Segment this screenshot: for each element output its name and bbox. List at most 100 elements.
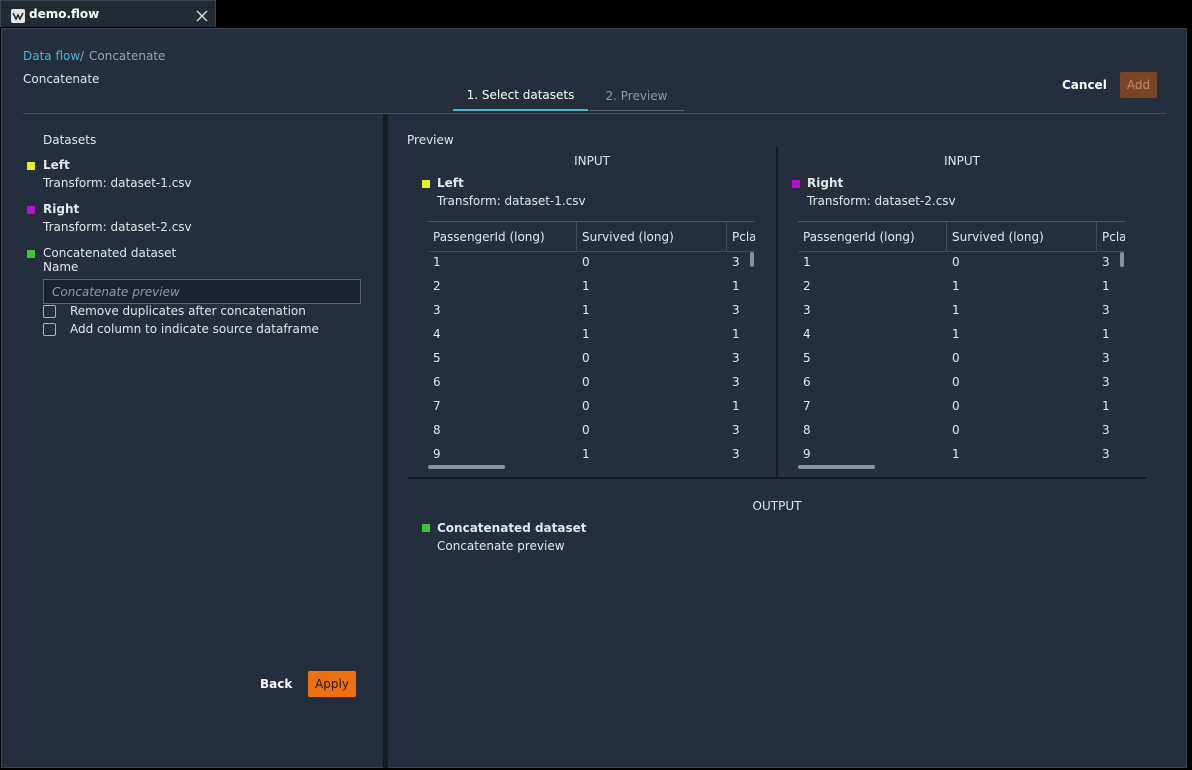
step-tab[interactable]: 1. Select datasets (453, 88, 588, 102)
column-header: Pcla (1102, 230, 1125, 244)
table-cell: 3 (433, 303, 441, 317)
table-cell: 9 (433, 447, 441, 461)
scrollbar[interactable] (1120, 252, 1124, 267)
cancel-button[interactable]: Cancel (1062, 78, 1107, 92)
table-cell: 6 (803, 375, 811, 389)
table-cell: 3 (1102, 303, 1110, 317)
table-cell: 9 (803, 447, 811, 461)
table-cell: 4 (433, 327, 441, 341)
table-cell: 2 (803, 279, 811, 293)
table-cell: 1 (1102, 327, 1110, 341)
page-title: Concatenate (23, 72, 99, 86)
dataset-name: Concatenated dataset (43, 246, 176, 260)
output-name: Concatenated dataset (437, 521, 587, 535)
input-label: INPUT (408, 154, 776, 168)
checkbox-label[interactable]: Remove duplicates after concatenation (70, 304, 306, 318)
table-cell: 3 (732, 423, 740, 437)
table-cell: 0 (952, 423, 960, 437)
column-header: Survived (long) (952, 230, 1044, 244)
table-cell: 5 (433, 351, 441, 365)
checkbox[interactable] (43, 305, 56, 318)
column-header: PassengerId (long) (433, 230, 545, 244)
panel-divider (383, 114, 388, 768)
output-label: OUTPUT (408, 499, 1146, 513)
table-cell: 0 (952, 351, 960, 365)
table-cell: 1 (952, 279, 960, 293)
column-separator (726, 222, 727, 251)
breadcrumb-link[interactable]: Data flow (23, 49, 80, 63)
table-cell: 1 (732, 279, 740, 293)
table-cell: 1 (1102, 399, 1110, 413)
table-cell: 3 (732, 351, 740, 365)
table-cell: 3 (1102, 447, 1110, 461)
divider (23, 113, 1166, 114)
field-label: Name (43, 260, 78, 274)
checkbox[interactable] (43, 323, 56, 336)
dataset-source: Transform: dataset-1.csv (43, 176, 192, 190)
step-underline (453, 109, 588, 111)
table-cell: 3 (732, 303, 740, 317)
section-heading: Preview (407, 133, 454, 147)
data-table: PassengerId (long)Survived (long)Pcla103… (428, 221, 755, 472)
table-cell: 1 (582, 327, 590, 341)
column-separator (1096, 222, 1097, 251)
breadcrumb-sep: / (80, 49, 84, 63)
table-cell: 0 (952, 399, 960, 413)
back-button[interactable]: Back (260, 677, 292, 691)
table-cell: 1 (1102, 279, 1110, 293)
scrollbar[interactable] (798, 465, 875, 469)
breadcrumb-current: Concatenate (89, 49, 165, 63)
table-cell: 3 (732, 447, 740, 461)
table-cell: 1 (582, 447, 590, 461)
table-cell: 2 (433, 279, 441, 293)
table-cell: 3 (1102, 255, 1110, 269)
section-heading: Datasets (43, 133, 96, 147)
color-swatch (422, 524, 430, 532)
table-cell: 1 (582, 279, 590, 293)
color-swatch (27, 250, 35, 258)
table-cell: 7 (433, 399, 441, 413)
table-cell: 0 (582, 423, 590, 437)
table-cell: 3 (732, 255, 740, 269)
table-cell: 7 (803, 399, 811, 413)
color-swatch (422, 180, 430, 188)
column-header: PassengerId (long) (803, 230, 915, 244)
table-cell: 1 (732, 327, 740, 341)
input-source: Transform: dataset-1.csv (437, 194, 586, 208)
table-cell: 1 (952, 447, 960, 461)
table-cell: 8 (803, 423, 811, 437)
add-button[interactable]: Add (1120, 72, 1157, 98)
table-cell: 3 (1102, 375, 1110, 389)
step-tab[interactable]: 2. Preview (589, 89, 684, 103)
placeholder: Concatenate preview (52, 285, 180, 299)
input-name: Right (807, 176, 843, 190)
scrollbar[interactable] (428, 465, 505, 469)
checkbox-label[interactable]: Add column to indicate source dataframe (70, 322, 319, 336)
color-swatch (27, 206, 35, 214)
table-cell: 0 (582, 351, 590, 365)
input-name: Left (437, 176, 464, 190)
table-cell: 0 (582, 399, 590, 413)
table-cell: 1 (952, 303, 960, 317)
header-border (798, 251, 1125, 252)
dataset-source: Transform: dataset-2.csv (43, 220, 192, 234)
scrollbar[interactable] (750, 252, 754, 267)
column-separator (946, 222, 947, 251)
color-swatch (27, 162, 35, 170)
column-header: Pcla (732, 230, 755, 244)
table-cell: 0 (582, 375, 590, 389)
input-source: Transform: dataset-2.csv (807, 194, 956, 208)
column-separator (576, 222, 577, 251)
table-cell: 1 (952, 327, 960, 341)
table-cell: 3 (803, 303, 811, 317)
table-cell: 0 (952, 375, 960, 389)
color-swatch (792, 180, 800, 188)
apply-button[interactable]: Apply (308, 671, 356, 697)
table-cell: 1 (803, 255, 811, 269)
output-divider (408, 477, 1146, 479)
name-input[interactable]: Concatenate preview (43, 279, 361, 304)
table-cell: 0 (952, 255, 960, 269)
table-cell: 3 (732, 375, 740, 389)
